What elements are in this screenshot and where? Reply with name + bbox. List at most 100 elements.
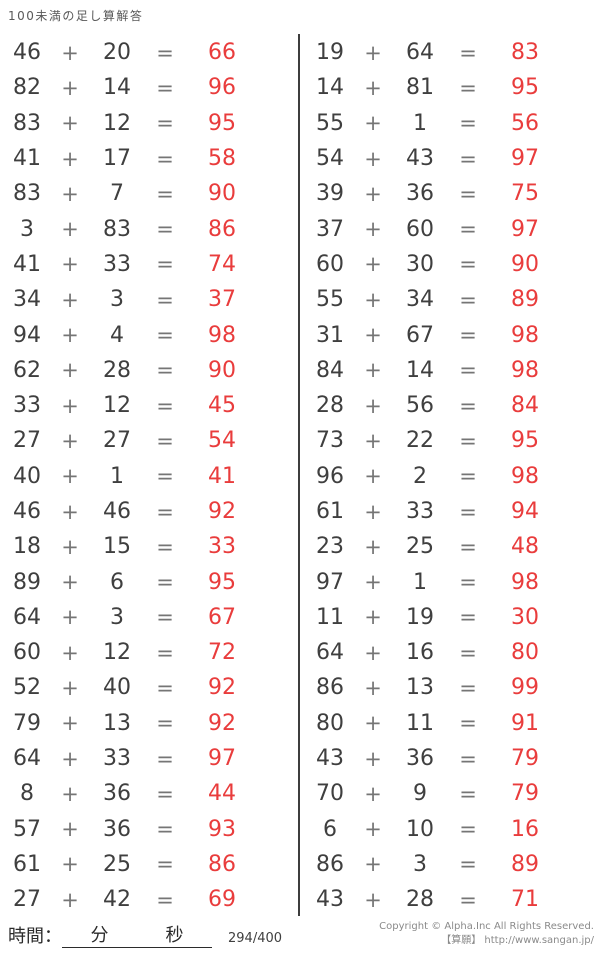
- equals-sign: =: [459, 287, 477, 312]
- addend-2: 36: [406, 181, 434, 207]
- answer-value: 58: [208, 146, 236, 172]
- problem-row: 86 +3 = 89: [303, 847, 599, 882]
- plus-sign: +: [61, 640, 79, 665]
- addend-2: 42: [103, 887, 131, 913]
- addend-1: 8: [20, 781, 34, 807]
- answer-value: 89: [511, 287, 539, 313]
- addend-1: 33: [13, 393, 41, 419]
- answer-value: 74: [208, 251, 236, 277]
- page-title: 100未満の足し算解答: [8, 9, 144, 23]
- answer-value: 86: [208, 216, 236, 242]
- addend-2: 46: [103, 499, 131, 524]
- problem-row: 52 +40 = 92: [0, 670, 296, 705]
- addend-2: 28: [103, 357, 131, 383]
- equals-sign: =: [156, 358, 174, 383]
- plus-sign: +: [364, 181, 382, 206]
- equals-sign: =: [156, 40, 174, 65]
- copyright-line: Copyright © Alpha.Inc All Rights Reserve…: [379, 921, 594, 932]
- addend-2: 1: [413, 110, 427, 136]
- equals-sign: =: [459, 252, 477, 277]
- addend-2: 22: [406, 428, 434, 454]
- plus-sign: +: [364, 428, 382, 453]
- problem-row: 43 +36 = 79: [303, 741, 599, 776]
- equals-sign: =: [156, 146, 174, 171]
- problem-row: 64 +16 = 80: [303, 635, 599, 670]
- addend-2: 81: [406, 75, 434, 101]
- plus-sign: +: [61, 711, 79, 736]
- problem-row: 19 +64 = 83: [303, 35, 599, 70]
- answer-value: 72: [208, 640, 236, 666]
- answer-value: 41: [208, 463, 236, 489]
- addend-1: 40: [13, 463, 41, 489]
- addend-1: 11: [316, 604, 344, 630]
- problem-row: 43 +28 = 71: [303, 882, 599, 917]
- problem-row: 89 +6 = 95: [0, 564, 296, 599]
- equals-sign: =: [459, 393, 477, 418]
- plus-sign: +: [61, 781, 79, 806]
- plus-sign: +: [61, 358, 79, 383]
- equals-sign: =: [156, 711, 174, 736]
- addend-2: 10: [406, 816, 434, 842]
- plus-sign: +: [61, 605, 79, 630]
- problem-row: 97 +1 = 98: [303, 564, 599, 599]
- equals-sign: =: [156, 534, 174, 559]
- addend-1: 3: [20, 216, 34, 242]
- problem-row: 61 +33 = 94: [303, 494, 599, 529]
- addend-1: 19: [316, 40, 344, 66]
- answer-value: 16: [511, 816, 539, 842]
- addend-2: 12: [103, 110, 131, 136]
- problem-row: 83 +7 = 90: [0, 176, 296, 211]
- addend-2: 36: [103, 816, 131, 842]
- answer-value: 67: [208, 604, 236, 630]
- addend-1: 41: [13, 251, 41, 277]
- plus-sign: +: [364, 287, 382, 312]
- plus-sign: +: [61, 570, 79, 595]
- addend-2: 9: [413, 781, 427, 807]
- plus-sign: +: [364, 323, 382, 348]
- answer-value: 79: [511, 781, 539, 807]
- addend-1: 23: [316, 534, 344, 560]
- page-count: 294/400: [228, 931, 283, 946]
- problem-row: 96 +2 = 98: [303, 459, 599, 494]
- plus-sign: +: [364, 534, 382, 559]
- problem-row: 57 +36 = 93: [0, 812, 296, 847]
- problem-row: 83 +12 = 95: [0, 106, 296, 141]
- addend-1: 64: [13, 746, 41, 772]
- addend-1: 64: [316, 640, 344, 666]
- equals-sign: =: [156, 393, 174, 418]
- time-label: 時間：: [8, 926, 62, 946]
- plus-sign: +: [61, 499, 79, 524]
- equals-sign: =: [459, 852, 477, 877]
- plus-sign: +: [364, 605, 382, 630]
- answer-value: 90: [208, 181, 236, 207]
- answer-value: 44: [208, 781, 236, 807]
- addend-2: 27: [103, 428, 131, 454]
- answer-value: 48: [511, 534, 539, 560]
- plus-sign: +: [364, 75, 382, 100]
- answer-value: 92: [208, 499, 236, 524]
- answer-value: 98: [511, 357, 539, 383]
- answer-value: 79: [511, 746, 539, 772]
- problem-row: 39 +36 = 75: [303, 176, 599, 211]
- answer-value: 56: [511, 110, 539, 136]
- answer-value: 37: [208, 287, 236, 313]
- addend-1: 70: [316, 781, 344, 807]
- plus-sign: +: [364, 252, 382, 277]
- problem-row: 79 +13 = 92: [0, 706, 296, 741]
- addend-2: 1: [110, 463, 124, 489]
- equals-sign: =: [459, 605, 477, 630]
- equals-sign: =: [459, 464, 477, 489]
- problem-row: 34 +3 = 37: [0, 282, 296, 317]
- answer-value: 91: [511, 710, 539, 736]
- addend-1: 55: [316, 287, 344, 313]
- time-blank-line: 分 秒: [62, 921, 212, 948]
- plus-sign: +: [61, 464, 79, 489]
- plus-sign: +: [364, 111, 382, 136]
- problem-row: 64 +3 = 67: [0, 600, 296, 635]
- plus-sign: +: [61, 40, 79, 65]
- equals-sign: =: [156, 570, 174, 595]
- equals-sign: =: [156, 640, 174, 665]
- addend-1: 6: [323, 816, 337, 842]
- addend-1: 18: [13, 534, 41, 560]
- equals-sign: =: [156, 428, 174, 453]
